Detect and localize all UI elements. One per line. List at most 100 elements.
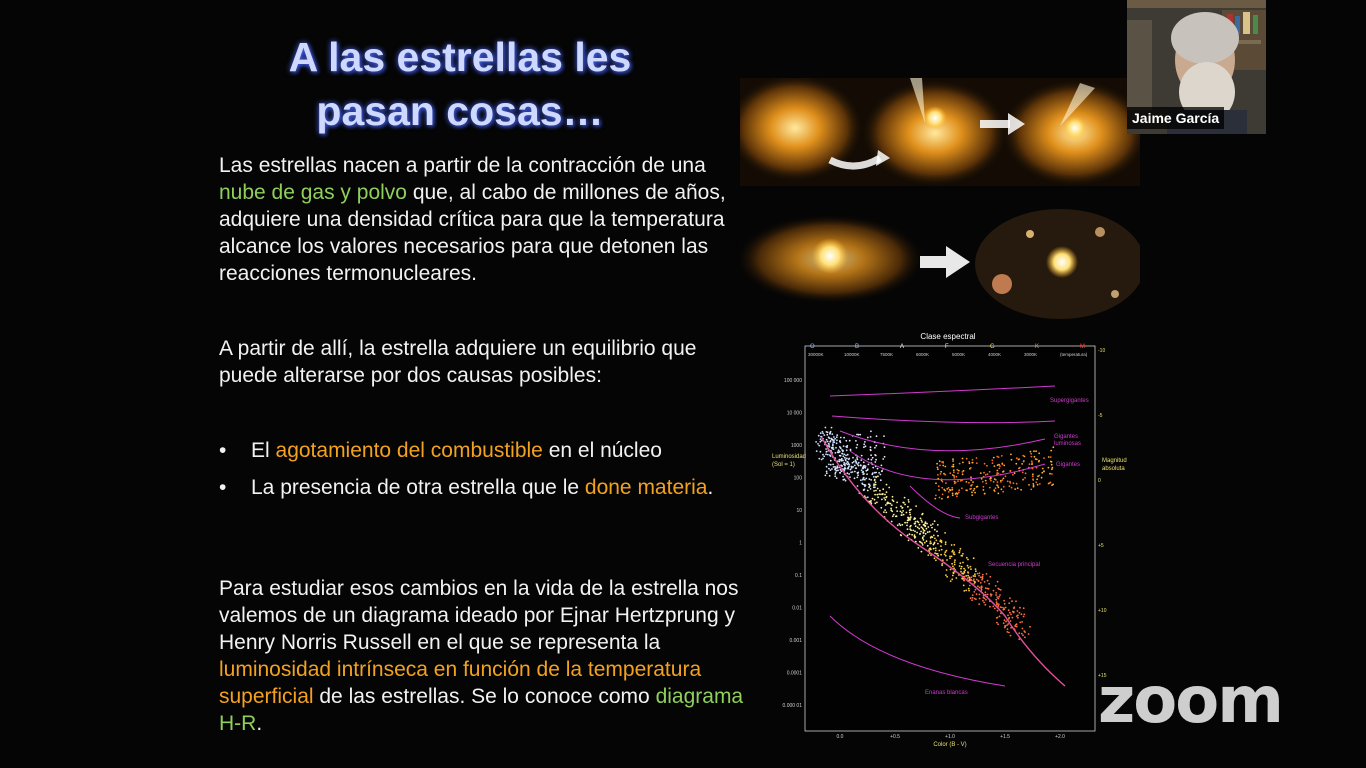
paragraph-equilibrium: A partir de allí, la estrella adquiere u… xyxy=(219,337,697,387)
star-point xyxy=(1033,450,1035,453)
star-point xyxy=(903,496,906,499)
star-point xyxy=(891,499,894,501)
star-point xyxy=(918,527,921,530)
supergiants-curve xyxy=(829,385,1056,397)
star-point xyxy=(842,455,845,458)
star-point xyxy=(957,469,960,472)
star-point xyxy=(1000,488,1003,491)
star-point xyxy=(876,467,879,470)
star-point xyxy=(856,458,859,461)
luminosity-tick-label: 100 000 xyxy=(784,378,802,384)
star-point xyxy=(942,464,945,467)
star-point xyxy=(975,598,977,601)
star-point xyxy=(962,584,965,587)
star-point xyxy=(919,517,922,520)
star-point xyxy=(922,528,925,531)
star-point xyxy=(1032,483,1035,485)
star-point xyxy=(923,541,926,544)
star-point xyxy=(973,597,976,600)
star-point xyxy=(958,489,961,492)
star-point xyxy=(834,473,837,475)
star-point xyxy=(1003,608,1006,611)
star-point xyxy=(826,433,829,436)
star-point xyxy=(821,430,824,433)
star-point xyxy=(953,551,955,554)
star-point xyxy=(848,465,850,468)
star-point xyxy=(846,457,848,460)
star-point xyxy=(877,475,879,478)
star-point xyxy=(953,567,955,570)
luminosity-tick-label: 0.001 xyxy=(789,638,802,644)
star-point xyxy=(973,487,976,490)
star-point xyxy=(941,563,944,565)
star-point xyxy=(855,440,857,442)
star-point xyxy=(996,596,999,598)
star-point xyxy=(1024,477,1026,479)
star-point xyxy=(1029,625,1031,628)
star-point xyxy=(894,515,897,518)
star-point xyxy=(826,440,829,443)
temperature-tick-label: 3000K xyxy=(1024,352,1037,357)
star-point xyxy=(959,480,962,482)
star-point xyxy=(866,436,869,439)
star-point xyxy=(1006,628,1009,630)
star-point xyxy=(1002,477,1005,480)
magnitude-tick-label: -10 xyxy=(1098,348,1105,354)
star-point xyxy=(834,465,836,468)
star-point xyxy=(921,527,924,530)
magnitude-tick-label: +10 xyxy=(1098,608,1107,614)
star-point xyxy=(859,433,862,436)
star-point xyxy=(975,593,978,596)
star-point xyxy=(1009,480,1011,483)
star-point xyxy=(969,565,972,568)
star-point xyxy=(847,467,849,469)
star-point xyxy=(967,571,969,573)
star-point xyxy=(856,463,859,465)
star-point xyxy=(999,589,1002,591)
giants-lower-curve xyxy=(849,450,1046,481)
star-point xyxy=(965,481,968,483)
star-point xyxy=(946,496,949,499)
star-point xyxy=(819,450,822,453)
star-point xyxy=(916,531,918,534)
star-point xyxy=(936,466,939,469)
star-point xyxy=(1021,463,1023,465)
star-point xyxy=(907,501,910,503)
star-point xyxy=(937,554,939,557)
star-point xyxy=(920,550,923,553)
star-point xyxy=(1008,631,1010,634)
star-point xyxy=(873,471,876,474)
star-point xyxy=(982,596,985,599)
star-point xyxy=(993,489,996,492)
star-point xyxy=(884,498,887,501)
star-point xyxy=(836,465,839,468)
star-point xyxy=(997,603,1000,605)
star-point xyxy=(945,574,947,576)
star-point xyxy=(997,486,1000,489)
star-point xyxy=(975,462,978,464)
star-point xyxy=(892,500,895,503)
star-point xyxy=(984,474,987,476)
star-point xyxy=(944,473,947,476)
star-point xyxy=(934,552,936,555)
star-point xyxy=(966,564,969,567)
star-point xyxy=(996,580,999,583)
star-point xyxy=(857,471,860,474)
star-point xyxy=(934,537,936,540)
star-point xyxy=(943,472,945,475)
star-point xyxy=(992,605,995,608)
star-point xyxy=(994,585,997,587)
star-point xyxy=(938,549,941,552)
star-point xyxy=(918,523,921,526)
star-point xyxy=(982,599,984,602)
star-point xyxy=(868,486,870,488)
star-point xyxy=(1028,463,1031,465)
star-point xyxy=(856,476,859,479)
star-point xyxy=(967,574,969,577)
star-point xyxy=(870,479,873,481)
star-point xyxy=(949,557,951,560)
star-point xyxy=(963,567,965,570)
star-point xyxy=(844,458,847,461)
star-point xyxy=(923,523,925,526)
star-point xyxy=(863,443,866,446)
